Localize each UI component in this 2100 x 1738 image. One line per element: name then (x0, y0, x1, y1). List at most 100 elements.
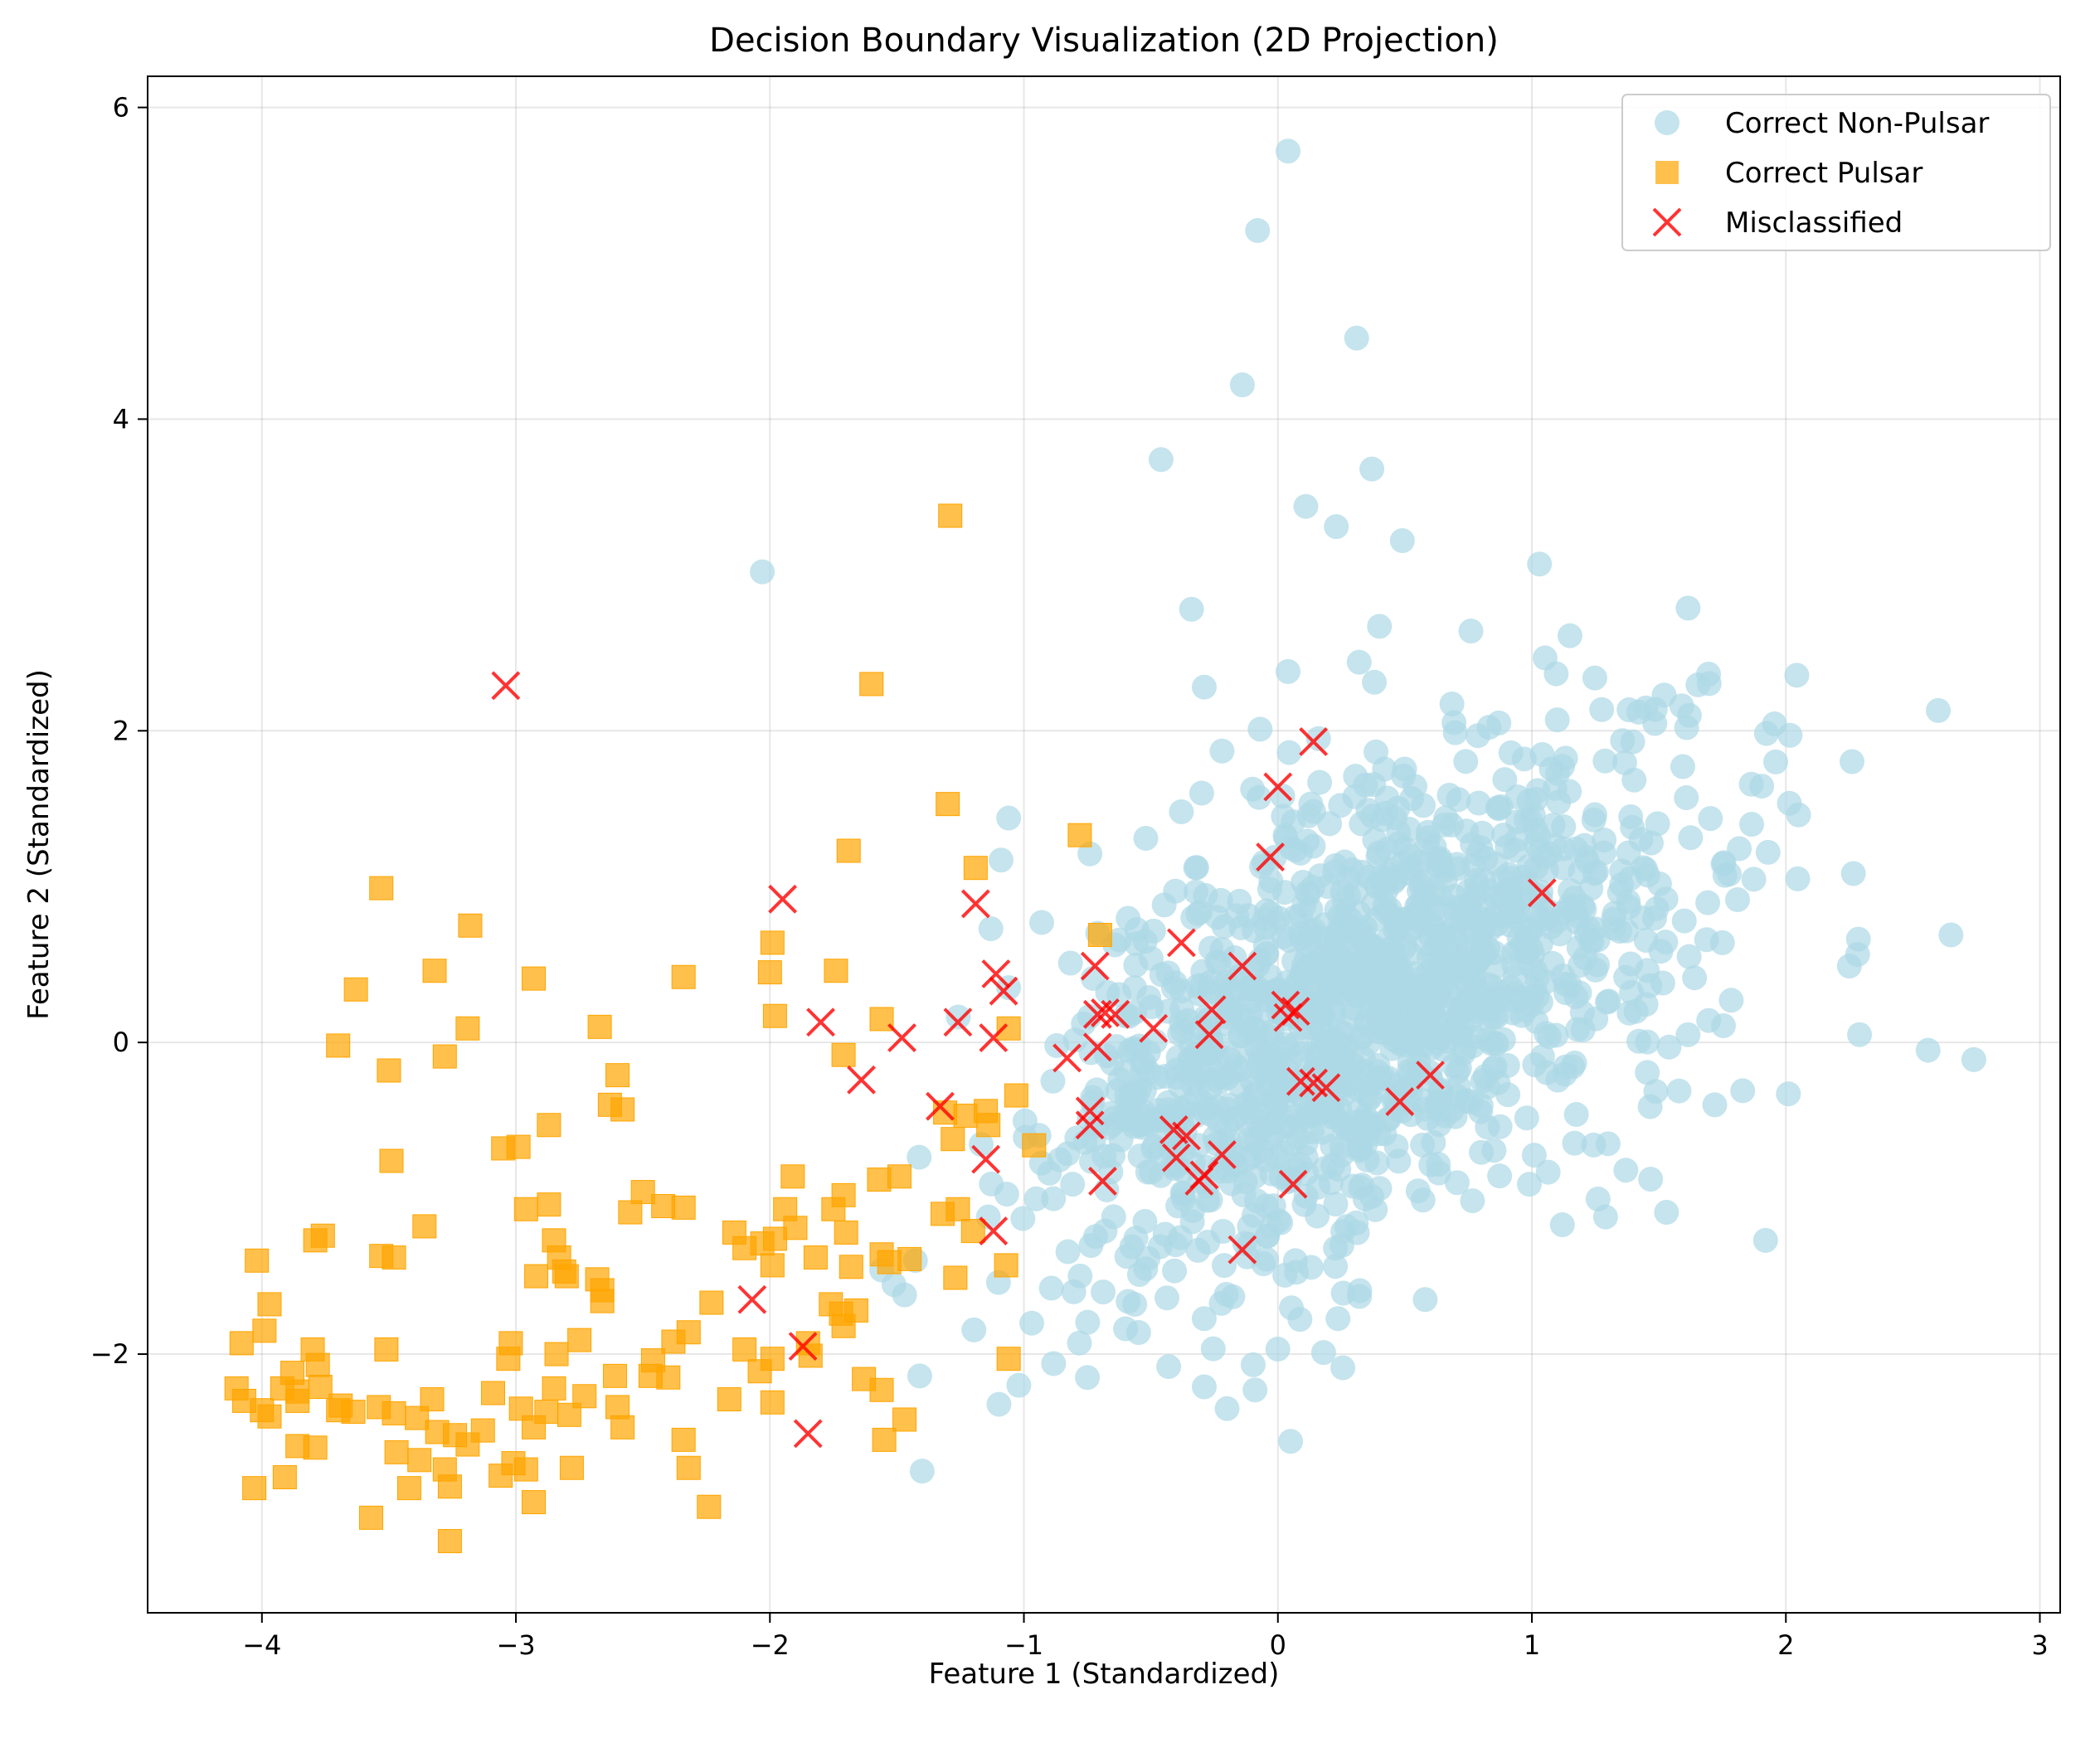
data-point-non-pulsar (1416, 959, 1441, 984)
legend-label: Correct Non-Pulsar (1725, 107, 1989, 140)
data-point-non-pulsar (1516, 1172, 1542, 1197)
data-point-non-pulsar (1528, 887, 1553, 913)
data-point-pulsar (384, 1439, 409, 1464)
data-point-pulsar (605, 1063, 630, 1088)
data-point-non-pulsar (945, 1004, 971, 1030)
data-point-non-pulsar (1055, 1239, 1081, 1265)
data-point-misclassified (887, 1023, 916, 1052)
data-point-non-pulsar (1169, 799, 1194, 825)
data-point-pulsar (1067, 823, 1092, 847)
data-point-misclassified (1091, 998, 1120, 1027)
data-point-non-pulsar (1468, 1093, 1494, 1119)
data-point-non-pulsar (1228, 915, 1254, 940)
legend-item: Misclassified (1652, 206, 1903, 240)
data-point-non-pulsar (1217, 998, 1242, 1023)
data-point-pulsar (521, 966, 546, 991)
data-point-pulsar (963, 856, 988, 881)
data-point-pulsar (328, 1393, 353, 1418)
data-point-non-pulsar (1327, 949, 1353, 975)
x-tick-label: 0 (1270, 1629, 1286, 1661)
data-point-non-pulsar (1410, 1132, 1436, 1158)
data-point-non-pulsar (1618, 951, 1644, 977)
data-point-pulsar (513, 1457, 538, 1482)
data-point-pulsar (343, 977, 368, 1002)
data-point-non-pulsar (1495, 862, 1521, 887)
data-point-non-pulsar (1352, 1186, 1378, 1211)
data-point-non-pulsar (1524, 965, 1550, 991)
data-point-non-pulsar (1486, 710, 1512, 735)
data-point-non-pulsar (1839, 749, 1864, 774)
data-point-pulsar (872, 1427, 897, 1452)
data-point-pulsar (638, 1363, 663, 1388)
data-point-non-pulsar (1635, 862, 1660, 888)
data-point-non-pulsar (1562, 1130, 1587, 1156)
data-point-non-pulsar (1287, 1307, 1313, 1333)
data-point-non-pulsar (1678, 825, 1704, 851)
data-point-pulsar (953, 1104, 978, 1128)
data-point-non-pulsar (1753, 721, 1779, 746)
data-point-pulsar (938, 503, 963, 528)
data-point-non-pulsar (1785, 866, 1811, 891)
data-point-non-pulsar (1372, 1009, 1398, 1035)
data-point-non-pulsar (1325, 1306, 1351, 1332)
data-point-non-pulsar (1276, 740, 1302, 765)
data-point-non-pulsar (986, 1391, 1012, 1417)
data-point-non-pulsar (1492, 767, 1518, 793)
x-tick-label: −4 (242, 1629, 281, 1661)
x-tick-label: −1 (1004, 1629, 1043, 1661)
data-point-misclassified (1227, 951, 1257, 981)
data-point-pulsar (597, 1092, 622, 1117)
data-point-misclassified (1286, 1066, 1315, 1096)
data-point-non-pulsar (1041, 1186, 1067, 1211)
data-point-non-pulsar (1698, 806, 1723, 832)
data-point-non-pulsar (1426, 853, 1451, 879)
data-point-pulsar (303, 1435, 328, 1460)
y-tick-label: −2 (90, 1338, 129, 1370)
data-point-pulsar (821, 1197, 846, 1221)
data-point-pulsar (824, 959, 848, 983)
data-point-pulsar (480, 1381, 505, 1405)
data-point-non-pulsar (1405, 1178, 1431, 1204)
data-point-non-pulsar (1610, 728, 1636, 754)
data-point-non-pulsar (1444, 1170, 1470, 1196)
data-point-pulsar (836, 838, 861, 863)
data-point-non-pulsar (1374, 785, 1400, 811)
data-point-pulsar (496, 1347, 521, 1371)
data-point-non-pulsar (1534, 1060, 1559, 1085)
data-point-pulsar (567, 1328, 592, 1352)
data-point-non-pulsar (1330, 1355, 1356, 1381)
data-point-non-pulsar (1749, 774, 1775, 799)
data-point-non-pulsar (1298, 1255, 1324, 1280)
data-point-misclassified (1527, 878, 1557, 908)
data-point-non-pulsar (1339, 1119, 1364, 1144)
data-point-non-pulsar (1613, 918, 1639, 944)
data-point-non-pulsar (1412, 931, 1438, 957)
data-point-non-pulsar (1214, 1396, 1240, 1421)
data-point-non-pulsar (1730, 1078, 1756, 1104)
data-point-non-pulsar (1164, 1057, 1189, 1083)
data-point-non-pulsar (1412, 1287, 1438, 1313)
data-point-misclassified (847, 1065, 876, 1095)
data-point-non-pulsar (1638, 830, 1664, 856)
data-point-misclassified (768, 884, 798, 914)
data-point-pulsar (780, 1164, 805, 1189)
data-point-non-pulsar (1637, 973, 1663, 998)
data-point-non-pulsar (1483, 1031, 1509, 1056)
data-point-non-pulsar (1777, 722, 1803, 748)
data-point-non-pulsar (1961, 1046, 1986, 1072)
data-point-non-pulsar (1616, 840, 1641, 866)
data-point-non-pulsar (1528, 989, 1553, 1015)
data-point-non-pulsar (1018, 1310, 1044, 1336)
data-point-non-pulsar (1326, 1157, 1352, 1182)
data-point-non-pulsar (1191, 674, 1217, 700)
data-point-non-pulsar (1938, 922, 1964, 948)
data-point-non-pulsar (1149, 962, 1174, 988)
data-point-non-pulsar (1442, 720, 1468, 745)
data-point-non-pulsar (1514, 1105, 1539, 1131)
data-point-pulsar (382, 1401, 406, 1425)
data-point-non-pulsar (1495, 834, 1520, 860)
data-point-non-pulsar (1057, 950, 1083, 976)
data-point-misclassified (1207, 1140, 1237, 1169)
x-tick-label: 3 (2031, 1629, 2048, 1661)
